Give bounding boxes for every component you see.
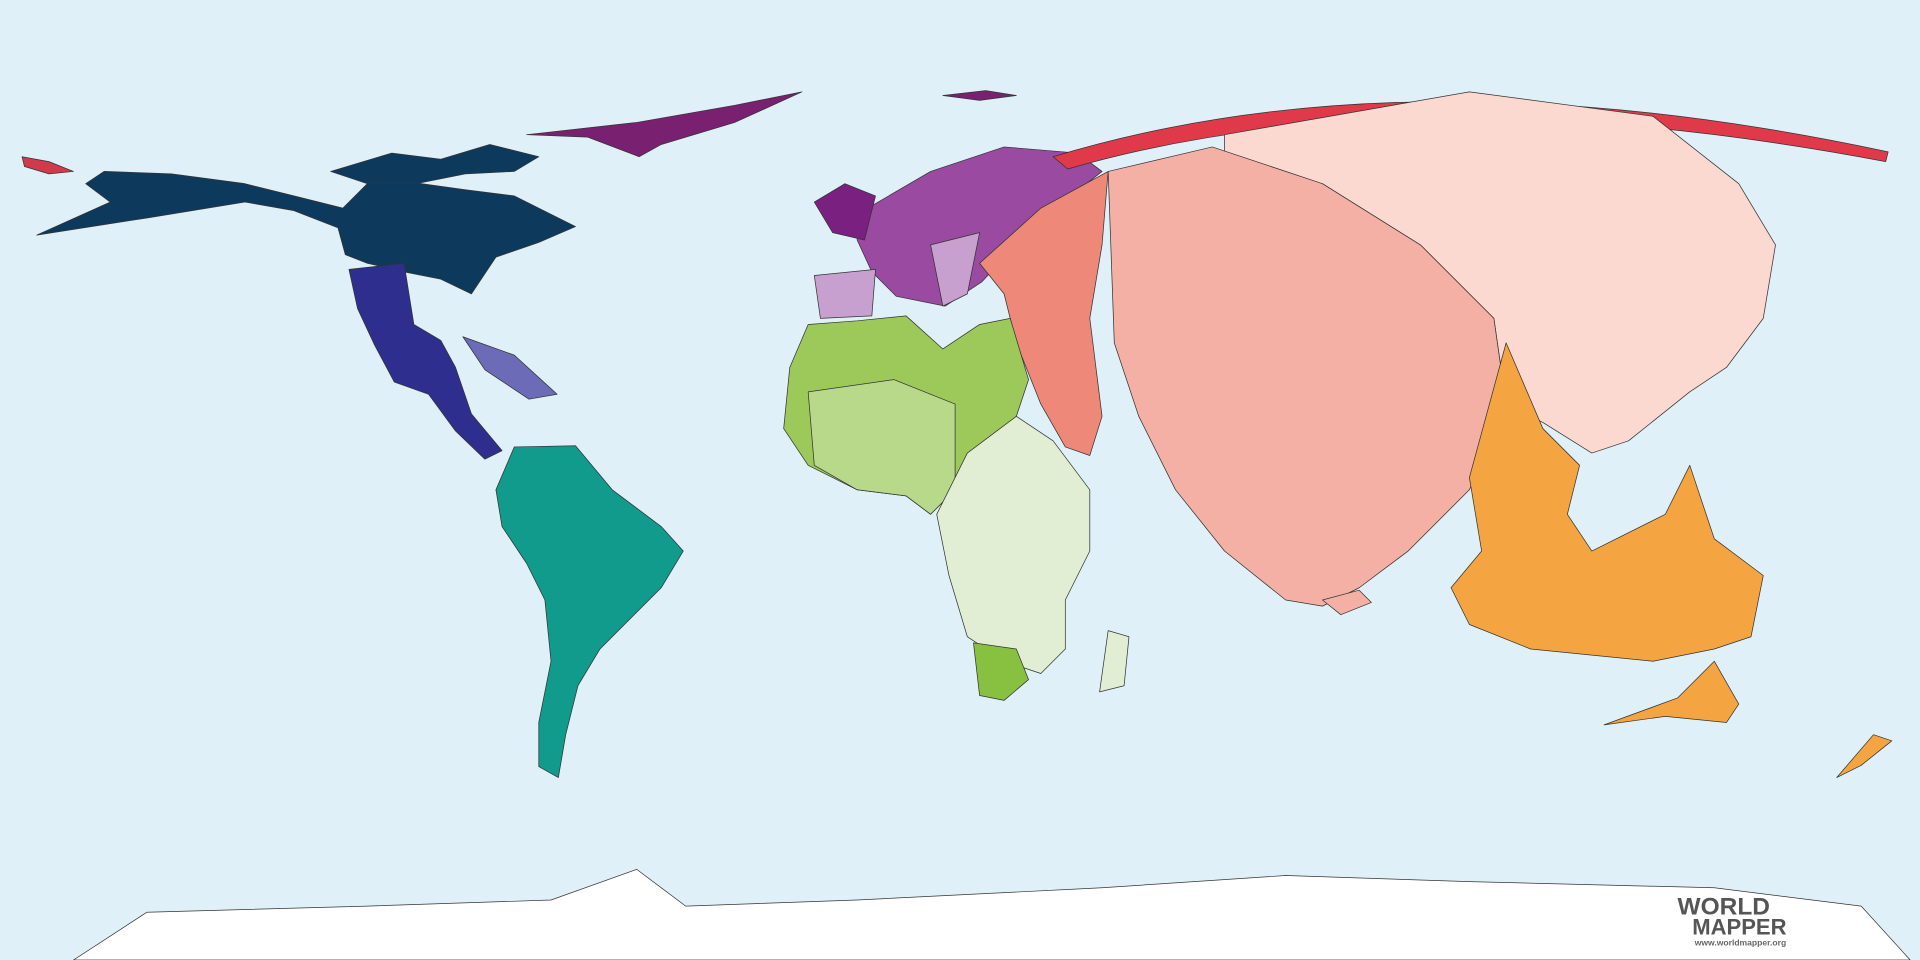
- sri-lanka: [1322, 589, 1372, 616]
- antarctica: [73, 869, 1911, 960]
- southeast-asia: [1450, 342, 1764, 662]
- iberia: [813, 269, 876, 319]
- north-america: [36, 171, 576, 295]
- south-asia: [1107, 146, 1507, 607]
- new-zealand: [1836, 734, 1893, 778]
- east-africa: [936, 415, 1091, 674]
- australia: [1603, 660, 1740, 726]
- south-africa: [973, 642, 1029, 701]
- logo-line1: WORLD: [1678, 894, 1770, 921]
- arctic-islands: [330, 144, 540, 185]
- madagascar: [1099, 630, 1130, 693]
- alaska-east: [21, 156, 74, 175]
- caribbean: [462, 336, 558, 400]
- logo-line2: MAPPER: [1692, 914, 1786, 939]
- greenland: [526, 91, 803, 158]
- logo: WORLD MAPPER www.worldmapper.org: [1678, 894, 1787, 948]
- eastern-europe: [930, 232, 980, 307]
- south-america: [495, 445, 684, 778]
- british-isles: [813, 183, 876, 241]
- logo-url: www.worldmapper.org: [1694, 937, 1787, 947]
- west-africa: [807, 379, 956, 515]
- central-america: [348, 262, 503, 460]
- svalbard: [942, 90, 1017, 101]
